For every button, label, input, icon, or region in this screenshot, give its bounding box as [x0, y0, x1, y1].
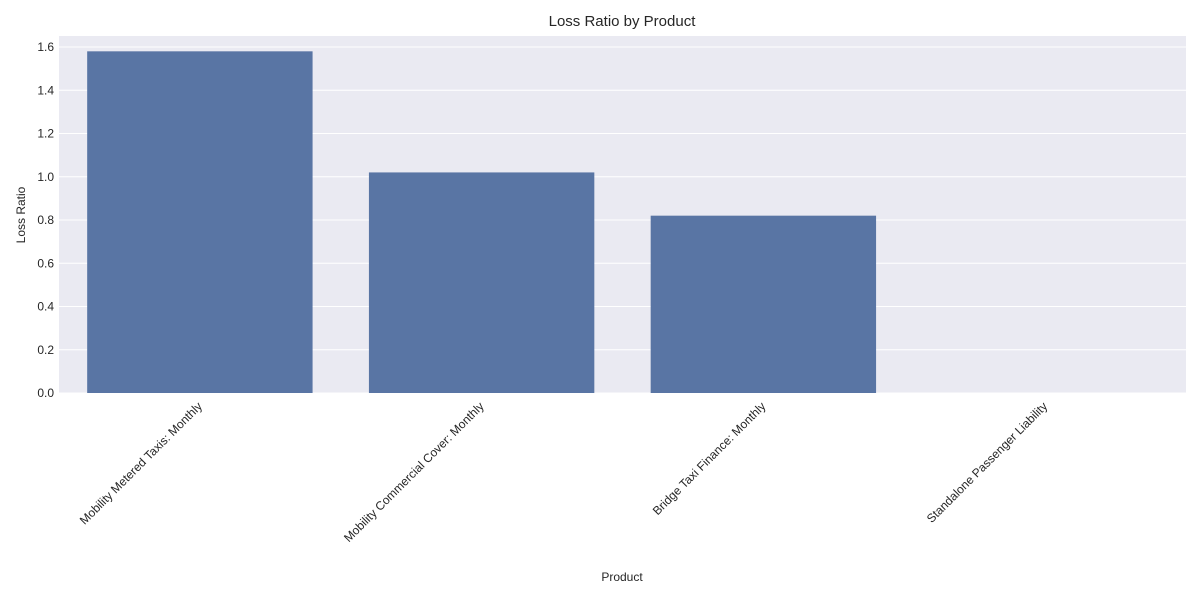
bar	[650, 215, 877, 393]
chart-title: Loss Ratio by Product	[549, 13, 697, 30]
y-tick-label: 0.6	[37, 256, 54, 270]
y-tick-labels: 0.0 0.2 0.4 0.6 0.8 1.0 1.2 1.4 1.6	[37, 40, 54, 400]
bar	[368, 172, 595, 393]
x-tick-label: Mobility Metered Taxis: Monthly	[77, 399, 205, 527]
y-tick-label: 0.0	[37, 386, 54, 400]
y-axis-label: Loss Ratio	[14, 186, 28, 243]
y-tick-label: 1.6	[37, 40, 54, 54]
bar	[87, 51, 313, 393]
bars	[87, 51, 877, 393]
x-tick-labels: Mobility Metered Taxis: Monthly Mobility …	[77, 399, 1050, 545]
x-tick-label: Mobility Commercial Cover: Monthly	[341, 399, 487, 545]
y-tick-label: 0.2	[37, 343, 54, 357]
y-tick-label: 1.0	[37, 170, 54, 184]
y-tick-label: 1.4	[37, 83, 54, 97]
x-tick-label: Bridge Taxi Finance: Monthly	[650, 399, 769, 518]
y-tick-label: 0.4	[37, 300, 54, 314]
x-axis-label: Product	[601, 570, 643, 584]
x-tick-label: Standalone Passenger Liability	[924, 399, 1050, 525]
y-tick-label: 1.2	[37, 127, 54, 141]
y-tick-label: 0.8	[37, 213, 54, 227]
